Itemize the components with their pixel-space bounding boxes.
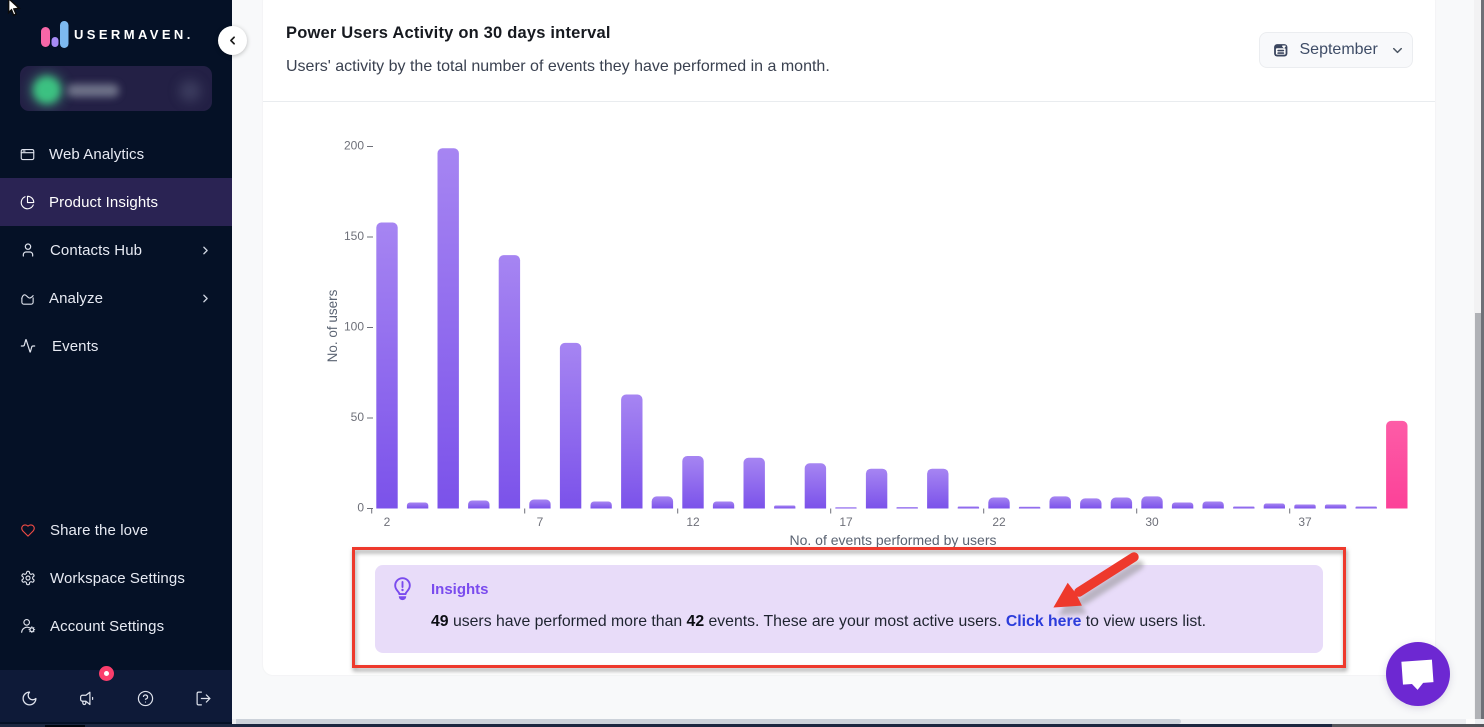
svg-text:2: 2	[384, 515, 391, 529]
svg-text:50: 50	[351, 410, 365, 424]
svg-text:No. of users: No. of users	[325, 289, 340, 362]
svg-text:150: 150	[344, 229, 364, 243]
svg-text:0: 0	[357, 501, 364, 515]
svg-text:100: 100	[344, 320, 364, 334]
svg-text:No. of events performed by use: No. of events performed by users	[790, 532, 997, 548]
svg-text:12: 12	[686, 515, 700, 529]
svg-text:200: 200	[344, 139, 364, 153]
svg-text:22: 22	[992, 515, 1006, 529]
svg-text:17: 17	[839, 515, 853, 529]
svg-text:30: 30	[1145, 515, 1159, 529]
svg-text:37: 37	[1298, 515, 1312, 529]
svg-text:7: 7	[537, 515, 544, 529]
